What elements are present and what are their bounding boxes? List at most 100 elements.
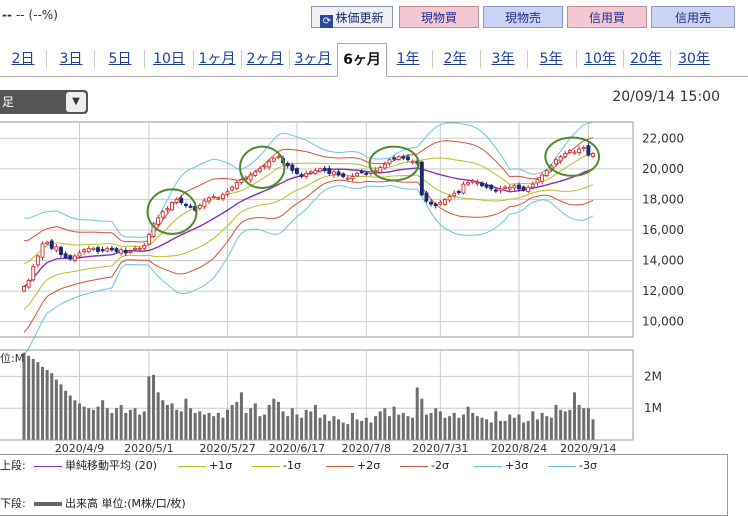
candle-body (86, 247, 91, 253)
candle-body (336, 171, 341, 176)
volume-bar (244, 412, 248, 440)
change-text: -- (--%) (15, 8, 58, 22)
volume-bar (68, 395, 72, 440)
volume-bar (471, 412, 475, 440)
candle-body (91, 247, 96, 250)
candle-body (327, 168, 332, 174)
tab-2d[interactable]: 2日 (11, 51, 35, 67)
candle (40, 241, 45, 261)
candle (188, 203, 193, 209)
candle-body (294, 168, 299, 174)
volume-bar (443, 417, 447, 440)
candle-body (378, 166, 383, 173)
refresh-button[interactable]: ⟳ 株価更新 (311, 6, 393, 28)
date-tick-label: 2020/7/8 (342, 442, 391, 454)
tab-3m[interactable]: 3ヶ月 (294, 51, 332, 67)
tab-2y[interactable]: 2年 (443, 51, 467, 67)
tab-6m[interactable]: 6ヶ月 (337, 43, 387, 77)
candle-body (512, 185, 517, 189)
annotation-circle (146, 188, 198, 235)
volume-bar (184, 398, 188, 440)
tab-10d[interactable]: 10日 (153, 51, 185, 67)
candle-body (230, 186, 235, 191)
annotation-circle (368, 145, 420, 182)
tab-5y[interactable]: 5年 (539, 51, 563, 67)
candle (410, 159, 415, 165)
volume-bar (31, 358, 35, 440)
candle-body (234, 182, 239, 189)
volume-bar (415, 387, 419, 440)
tab-30y[interactable]: 30年 (678, 51, 710, 67)
candle (105, 246, 110, 253)
volume-bar (226, 409, 230, 440)
tab-3y[interactable]: 3年 (491, 51, 515, 67)
band-minus2-line (23, 179, 594, 333)
candle (401, 154, 406, 160)
candle (429, 199, 434, 207)
candle (577, 145, 582, 156)
candle-body (257, 168, 262, 172)
date-tick-label: 2020/5/1 (124, 442, 173, 454)
candle-body (49, 240, 54, 249)
candle (563, 150, 568, 159)
candle (530, 181, 535, 190)
tab-20y[interactable]: 20年 (630, 51, 662, 67)
cash-buy-button[interactable]: 現物買 (399, 6, 479, 28)
candle (165, 206, 170, 213)
tab-2m[interactable]: 2ヶ月 (246, 51, 284, 67)
tab-3d[interactable]: 3日 (59, 51, 83, 67)
candle-body (350, 176, 355, 180)
candle-type-select[interactable]: 足 ▼ (0, 90, 88, 114)
cash-sell-button[interactable]: 現物売 (483, 6, 563, 28)
candle (230, 185, 235, 192)
candle (114, 247, 119, 254)
tab-divider (241, 50, 242, 68)
period-tabs: 2日 3日 5日 10日 1ヶ月 2ヶ月 3ヶ月 6ヶ月 1年 2年 3年 5年… (0, 40, 748, 77)
candle-body (410, 160, 415, 163)
volume-bar (27, 355, 31, 440)
volume-bar (369, 422, 373, 440)
volume-bar (494, 411, 498, 440)
volume-bar (461, 414, 465, 440)
tab-divider (289, 50, 290, 68)
volume-bar (50, 373, 54, 440)
chart-timestamp: 20/09/14 15:00 (612, 89, 720, 105)
candle (156, 214, 161, 227)
annotation-circle (239, 145, 286, 190)
volume-bar (355, 419, 359, 440)
volume-bar (253, 403, 257, 440)
margin-buy-label: 信用買 (588, 11, 625, 25)
candle-body (72, 255, 77, 261)
volume-bar (549, 417, 553, 440)
volume-bar (105, 408, 109, 440)
candle (470, 178, 475, 184)
tab-1m[interactable]: 1ヶ月 (198, 51, 236, 67)
legend-label: 出来高 単位:(M株/口/枚) (65, 497, 186, 510)
volume-bar (59, 384, 63, 440)
tab-divider (623, 50, 624, 68)
volume-bar (295, 414, 299, 440)
volume-panel-frame (0, 349, 634, 441)
volume-bar (498, 420, 502, 440)
legend-swatch (252, 465, 280, 467)
legend-label: +2σ (357, 459, 381, 472)
volume-bar (290, 408, 294, 440)
tab-divider (144, 50, 145, 68)
volume-bar (41, 366, 45, 440)
tab-10y[interactable]: 10年 (584, 51, 616, 67)
candle-body (359, 171, 364, 174)
candle (540, 172, 545, 185)
tab-1y[interactable]: 1年 (396, 51, 420, 67)
margin-sell-button[interactable]: 信用売 (651, 6, 735, 28)
bollinger-bands (23, 121, 594, 356)
volume-bar (230, 405, 234, 440)
candle-body (461, 183, 466, 194)
margin-buy-button[interactable]: 信用買 (567, 6, 647, 28)
candle-body (174, 198, 179, 203)
candle (290, 162, 295, 174)
candle-body (507, 186, 512, 190)
candle (396, 155, 401, 161)
candle (100, 246, 105, 253)
tab-5d[interactable]: 5日 (108, 51, 132, 67)
volume-bar (540, 412, 544, 440)
